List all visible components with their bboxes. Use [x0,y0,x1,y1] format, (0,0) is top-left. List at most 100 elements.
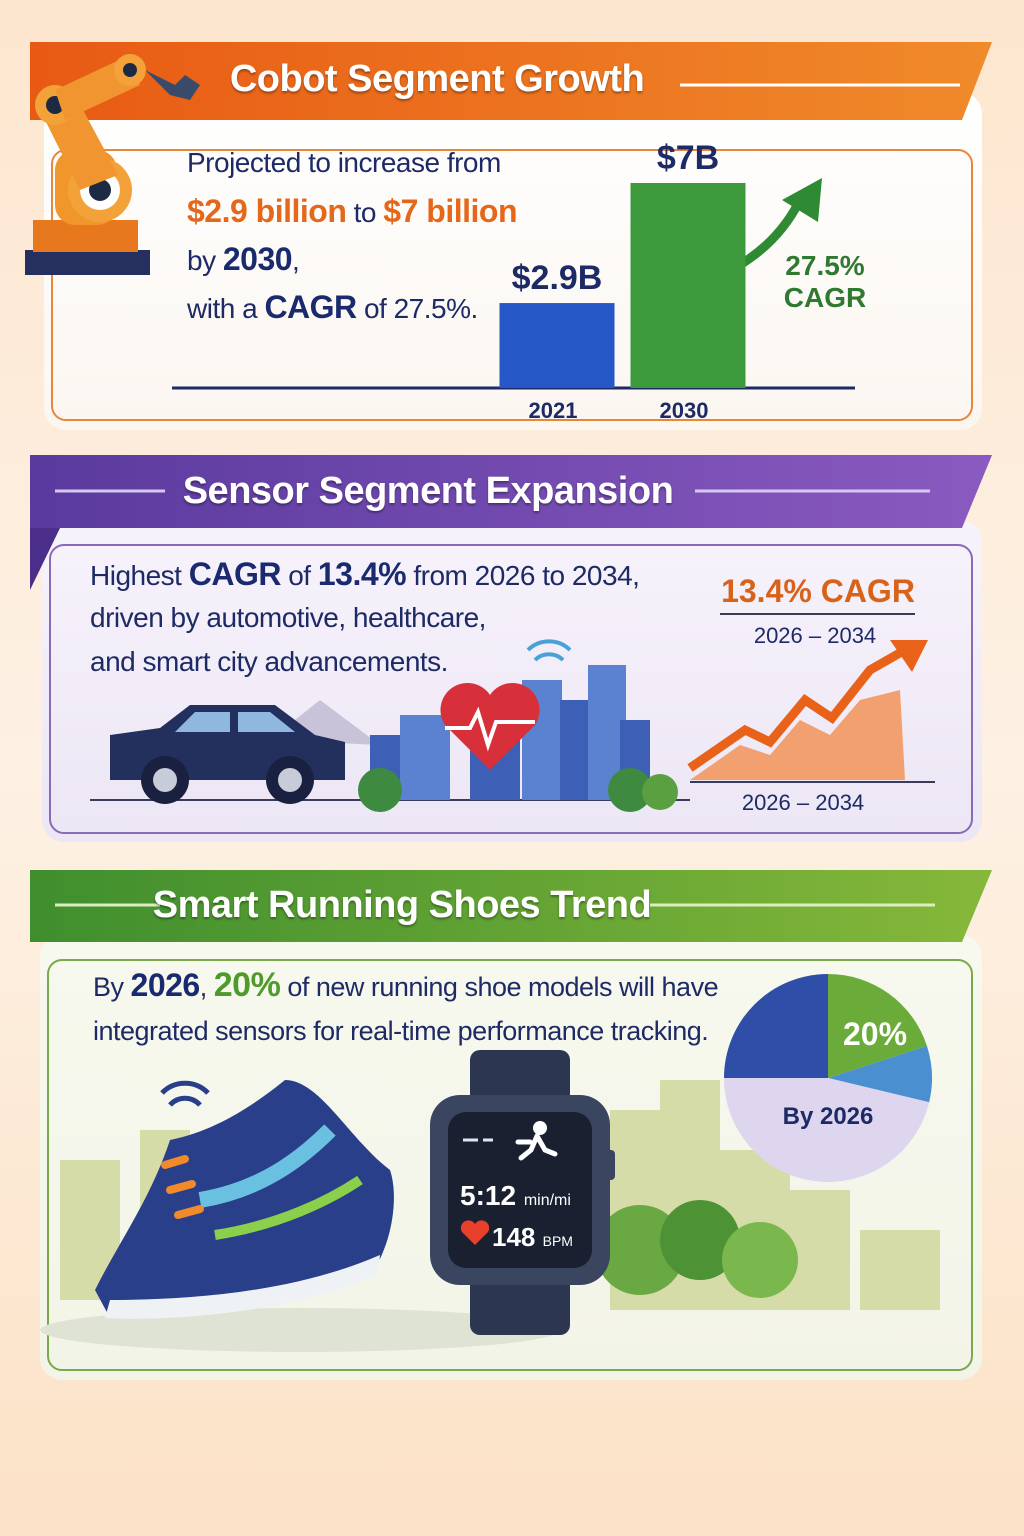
decoration [358,768,402,812]
pace-value: 5:12 [460,1180,517,1211]
decoration [30,455,992,528]
highlight: 2030 [222,241,293,277]
decoration [445,706,535,752]
highlight: 2026 [130,967,201,1003]
shoe-icon [95,1080,394,1319]
decoration [660,1200,740,1280]
pie-slice [828,974,927,1078]
decoration [161,1155,204,1219]
decoration [89,179,111,201]
sensor-panel [30,455,992,842]
text: , [199,972,208,1002]
decoration [51,149,973,421]
shoes-description: By 2026, 20% of new running shoe models … [93,962,719,1054]
bar [499,303,615,388]
sensor-description: Highest CAGR of 13.4% from 2026 to 2034,… [90,552,640,684]
section-title: Smart Running Shoes Trend [152,884,652,926]
decoration [440,682,540,770]
bar-value-label: $7B [657,139,719,177]
cagr-annotation: CAGR [784,282,866,313]
highlight: CAGR [264,289,357,325]
text: and smart city advancements. [90,646,448,677]
section-title: Sensor Segment Expansion [182,470,674,512]
cagr-annotation: 27.5% [785,250,864,281]
text: of 27.5%. [363,293,478,324]
highlight: CAGR [188,556,282,592]
decoration [687,646,908,772]
pie-value-label: 20% [843,1016,907,1052]
decoration [603,1150,615,1180]
pie-rest [724,1078,930,1182]
decoration [278,768,302,792]
decoration [123,63,137,77]
text: of new running shoe models will have [287,972,719,1002]
text: , [292,245,300,276]
decoration [608,768,652,812]
decoration [790,1190,850,1310]
bar [630,183,746,388]
highlight: $7 billion [383,193,517,229]
shoes-panel [30,870,992,1380]
decoration [890,640,928,672]
decoration [47,959,973,1371]
growth-graphic [687,613,935,783]
cobot-panel [25,42,992,430]
decoration [238,712,295,732]
decoration [690,690,905,780]
bar-value-label: $2.9B [512,259,603,297]
bar-category-label: 2021 [529,398,578,423]
cobot-description: Projected to increase from $2.9 billion … [187,139,517,331]
text: from 2026 to 2034, [413,560,640,591]
decoration [526,639,572,662]
decoration [33,220,138,252]
bar-category-label: 2030 [660,398,709,423]
decoration [49,544,973,834]
text: driven by automotive, healthcare, [90,602,486,633]
heart-icon [440,682,540,770]
decoration [40,1308,560,1352]
decoration [214,1175,363,1240]
text: By [93,972,124,1002]
decoration [722,1222,798,1298]
text: with a [187,293,258,324]
car-icon [110,705,345,804]
city-background [60,1080,940,1310]
text: integrated sensors for real-time perform… [93,1016,709,1046]
decoration [860,1230,940,1310]
watch-heart-rate: 148 BPM [492,1222,573,1253]
period-axis-label: 2026 – 2034 [741,790,865,815]
decoration [153,768,177,792]
pie-rest [724,974,828,1078]
text: to [353,197,377,228]
decoration [25,250,150,275]
decoration [44,92,982,430]
text: of [288,560,311,591]
decoration [30,528,60,590]
heart-unit: BPM [542,1233,573,1249]
decoration [470,1270,570,1335]
section-title: Cobot Segment Growth [229,58,645,100]
pie-caption: By 2026 [783,1103,874,1130]
watch-pace: 5:12 min/mi [460,1180,571,1212]
decoration [533,1121,547,1135]
decoration [782,178,822,222]
heart-value: 148 [492,1222,536,1252]
text: Highest [90,560,182,591]
decoration [175,712,230,732]
decoration [105,1255,380,1319]
pace-unit: min/mi [523,1192,571,1209]
decoration [145,70,200,100]
cagr-highlight: 13.4% CAGR [721,573,915,609]
decoration [30,870,992,942]
decoration [30,42,992,120]
decoration [160,1080,210,1107]
period: 2026 – 2034 [753,623,877,648]
highlight: 13.4% [317,556,407,592]
highlight: $2.9 billion [187,193,347,229]
decoration [642,774,678,810]
decoration [400,715,450,800]
decoration [515,1133,558,1161]
pie-rest [828,1045,932,1103]
